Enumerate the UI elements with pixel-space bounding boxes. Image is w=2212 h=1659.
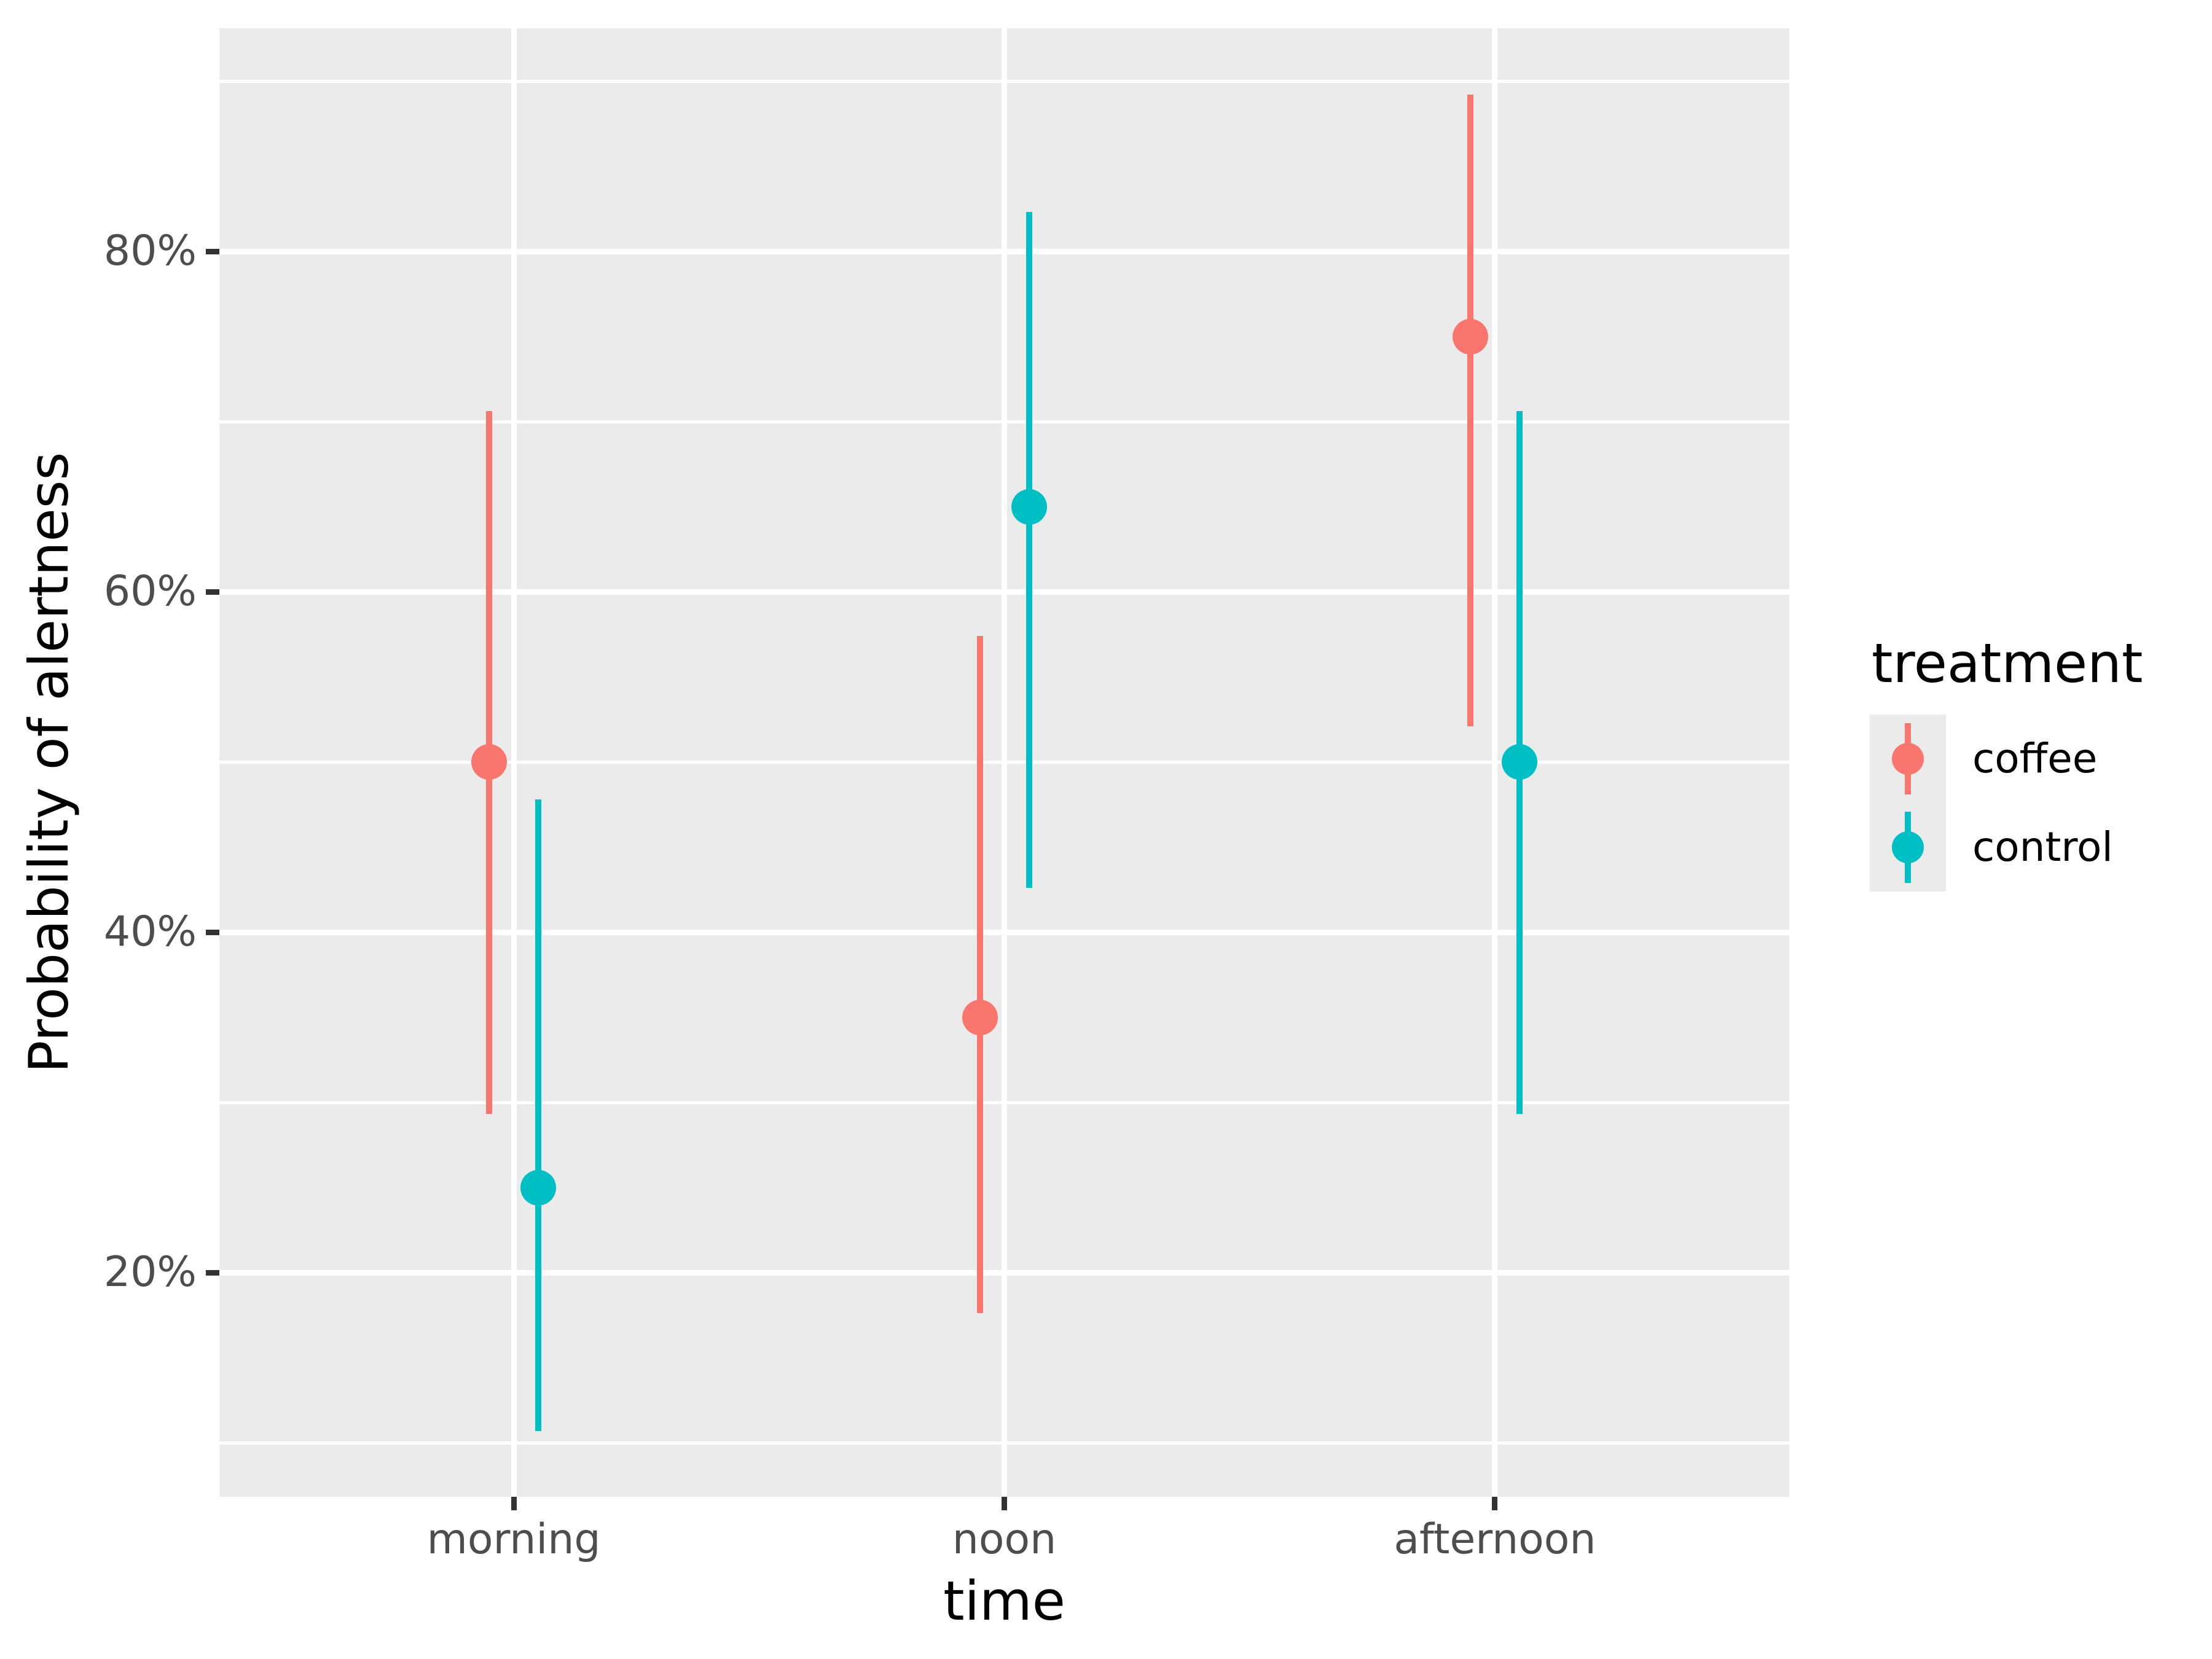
point-marker-control-morning: [520, 1169, 557, 1206]
gridline-major-x-afternoon: [1492, 28, 1498, 1497]
y-tick-mark-80: [206, 248, 219, 254]
y-tick-label-40: 40%: [103, 908, 197, 956]
x-tick-mark-afternoon: [1492, 1497, 1498, 1510]
x-tick-mark-morning: [511, 1497, 517, 1510]
y-tick-mark-20: [206, 1269, 219, 1276]
legend-glyph-point-control: [1892, 831, 1924, 863]
legend-label-control: control: [1972, 823, 2113, 871]
range-line-coffee-noon: [976, 636, 983, 1314]
legend-glyph-point-coffee: [1892, 743, 1924, 775]
range-line-control-noon: [1026, 212, 1032, 888]
y-tick-label-80: 80%: [103, 227, 197, 275]
y-tick-label-20: 20%: [103, 1248, 197, 1296]
gridline-major-x-morning: [511, 28, 517, 1497]
y-tick-label-60: 60%: [103, 567, 197, 616]
x-tick-label-morning: morning: [426, 1515, 601, 1564]
gridline-major-x-noon: [1002, 28, 1007, 1497]
range-line-coffee-afternoon: [1467, 95, 1473, 726]
x-tick-label-noon: noon: [952, 1515, 1057, 1564]
point-marker-control-afternoon: [1501, 744, 1537, 780]
x-tick-label-afternoon: afternoon: [1394, 1515, 1596, 1564]
point-marker-control-noon: [1011, 488, 1047, 525]
x-axis-title: time: [943, 1569, 1065, 1633]
point-marker-coffee-afternoon: [1452, 318, 1488, 355]
y-tick-mark-60: [206, 589, 219, 595]
legend-label-coffee: coffee: [1972, 735, 2098, 782]
point-marker-coffee-morning: [471, 744, 508, 780]
legend-title: treatment: [1872, 632, 2143, 695]
y-tick-mark-40: [206, 929, 219, 935]
range-line-control-morning: [535, 799, 542, 1431]
x-tick-mark-noon: [1002, 1497, 1007, 1510]
point-marker-coffee-noon: [962, 999, 998, 1035]
